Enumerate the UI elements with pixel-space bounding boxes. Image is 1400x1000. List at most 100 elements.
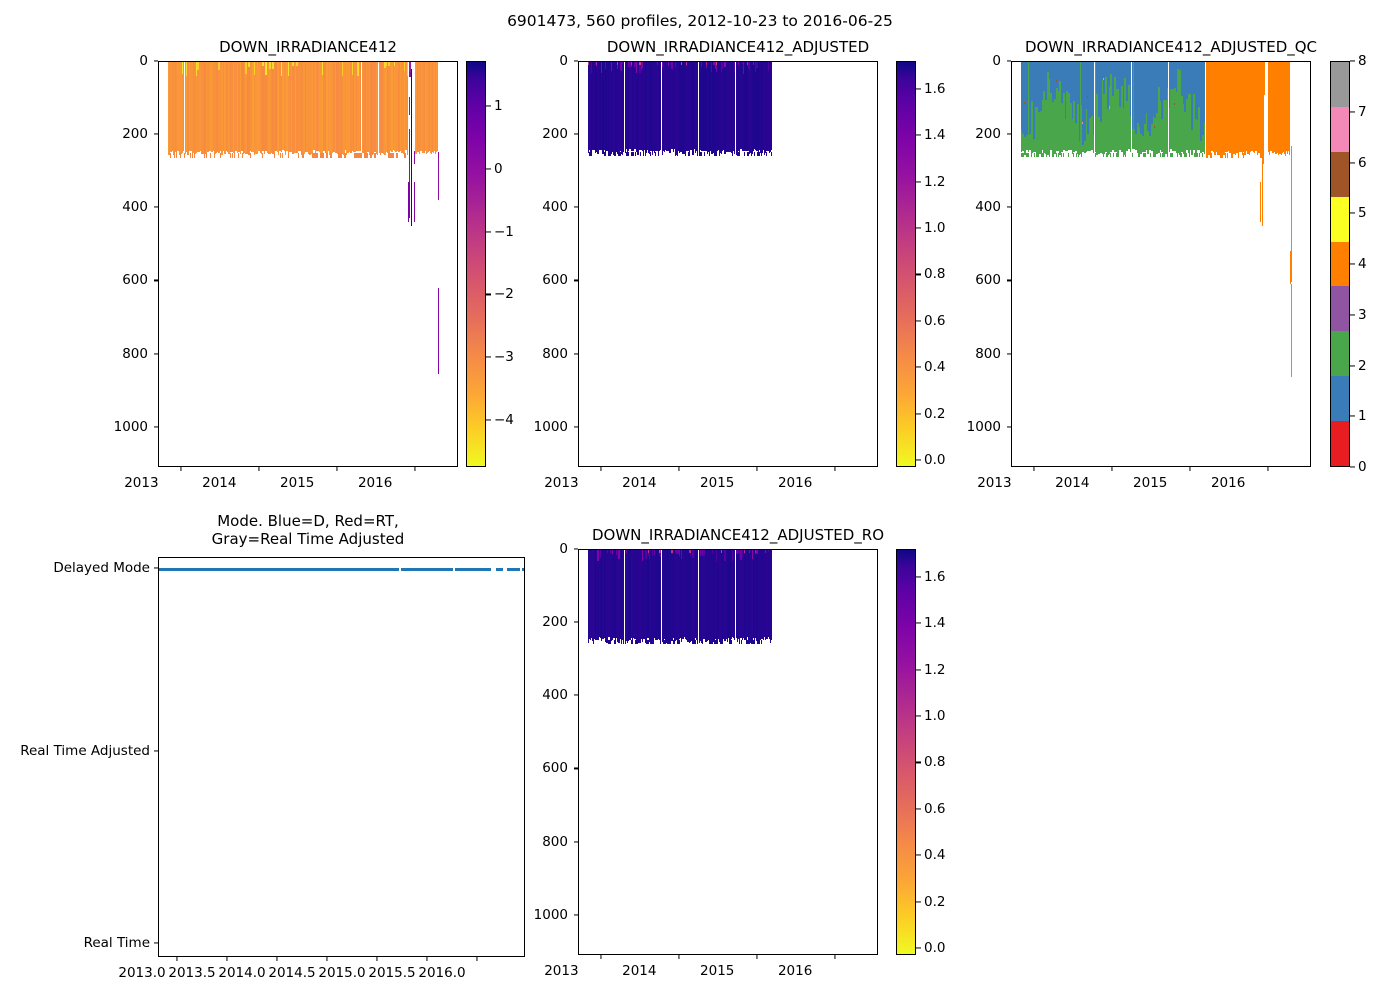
heatmap-column [723,550,725,639]
qc-column-1 [1039,62,1042,155]
heatmap-fringe [696,640,699,644]
heatmap-column [428,62,430,152]
heatmap-column [374,62,376,152]
heatmap-column [729,550,731,643]
heatmap-column [238,62,240,152]
heatmap-column-surface [599,550,602,558]
panel-adjusted-axes[interactable] [578,61,878,467]
heatmap-column [594,62,597,154]
panel-mode-axes[interactable] [158,557,525,957]
colorbar-qc[interactable] [1330,61,1350,467]
qc-column-1 [1071,62,1074,155]
heatmap-fringe [366,152,368,159]
panel-adjusted-qc-axes[interactable] [1011,61,1311,467]
heatmap-column [320,62,322,154]
heatmap-column [202,62,205,155]
qc-column-1 [1029,62,1032,150]
y-tickmark [1007,60,1011,62]
heatmap-column-surface [739,550,741,557]
heatmap-column [763,550,766,638]
heatmap-column [729,62,731,152]
mode-delayed-line-segment [522,567,524,571]
heatmap-column [246,62,249,155]
heatmap-column [731,550,734,638]
heatmap-column-surface-hot [746,62,748,65]
heatmap-column [712,550,714,641]
heatmap-column [644,62,646,151]
y-tick-label: 600 [122,272,148,289]
colorbar-adjusted-ro[interactable] [896,549,916,955]
qc-column-4 [1223,62,1226,156]
panel-title-mode: Mode. Blue=D, Red=RT, Gray=Real Time Adju… [158,512,458,549]
heatmap-column [620,550,623,643]
qc-fringe-4 [1219,152,1221,159]
heatmap-column-surface [601,62,603,74]
x-tickmark [1267,467,1269,471]
heatmap-column-surface [660,550,662,557]
panel-raw-axes[interactable] [158,61,458,467]
qc-column-2 [1143,124,1146,152]
heatmap-column [337,62,339,154]
heatmap-fringe [621,640,623,644]
colorbar-adjusted-tick-label: 0.2 [924,405,946,422]
heatmap-column [187,62,189,155]
qc-fringe [1144,152,1147,158]
heatmap-column [677,550,679,642]
heatmap-column [634,550,636,640]
qc-column-4 [1260,116,1262,157]
qc-column-4 [1221,62,1223,156]
heatmap-column [362,62,365,153]
heatmap-column [434,62,435,151]
qc-column-1 [1090,62,1093,151]
qc-column-2 [1175,92,1178,153]
colorbar-qc-segment-4 [1331,241,1349,287]
qc-column-4 [1269,62,1271,151]
heatmap-column [184,62,186,154]
heatmap-column [256,62,259,154]
heatmap-column [687,62,689,151]
heatmap-column [208,62,210,151]
heatmap-fringe [654,152,657,156]
heatmap-column-surface-hot [689,550,692,553]
y-tickmark [154,353,158,355]
y-tickmark [574,548,578,550]
heatmap-column-surface [767,550,769,553]
heatmap-fringe [740,640,742,644]
y-tick-label: 200 [975,126,1001,143]
colorbar-adjusted-ro-tickmark [916,854,921,856]
panel-adjusted-ro-axes[interactable] [578,549,878,955]
heatmap-column [654,62,656,153]
heatmap-column [601,550,603,642]
colorbar-adjusted[interactable] [896,61,916,467]
qc-column-2 [1140,134,1143,154]
qc-column-2 [1147,130,1150,155]
heatmap-column [712,62,714,155]
colorbar-raw[interactable] [466,61,486,467]
qc-fringe [1153,152,1155,158]
panel-title-mode-line1: Mode. Blue=D, Red=RT, [217,512,399,530]
heatmap-fringe [760,640,763,644]
heatmap-fringe [674,152,677,156]
y-tickmark [154,206,158,208]
heatmap-fringe [639,152,641,156]
heatmap-column [726,550,729,643]
heatmap-fringe [631,152,633,156]
heatmap-fringe [668,640,670,644]
heatmap-column [425,62,427,151]
heatmap-column [331,62,334,153]
heatmap-column-surface [675,550,677,554]
y-tickmark [574,353,578,355]
panel-title-raw: DOWN_IRRADIANCE412 [219,38,397,56]
heatmap-column [737,550,740,639]
heatmap-column-surface [712,550,714,553]
heatmap-column-surface [751,550,753,559]
heatmap-column [338,62,341,154]
qc-column-2 [1112,95,1114,151]
colorbar-qc-tick-label: 5 [1358,205,1367,222]
heatmap-column [651,62,653,155]
qc-fringe [1163,152,1165,158]
heatmap-column [676,550,678,641]
qc-column-4 [1279,62,1281,155]
qc-column-1 [1082,62,1084,152]
